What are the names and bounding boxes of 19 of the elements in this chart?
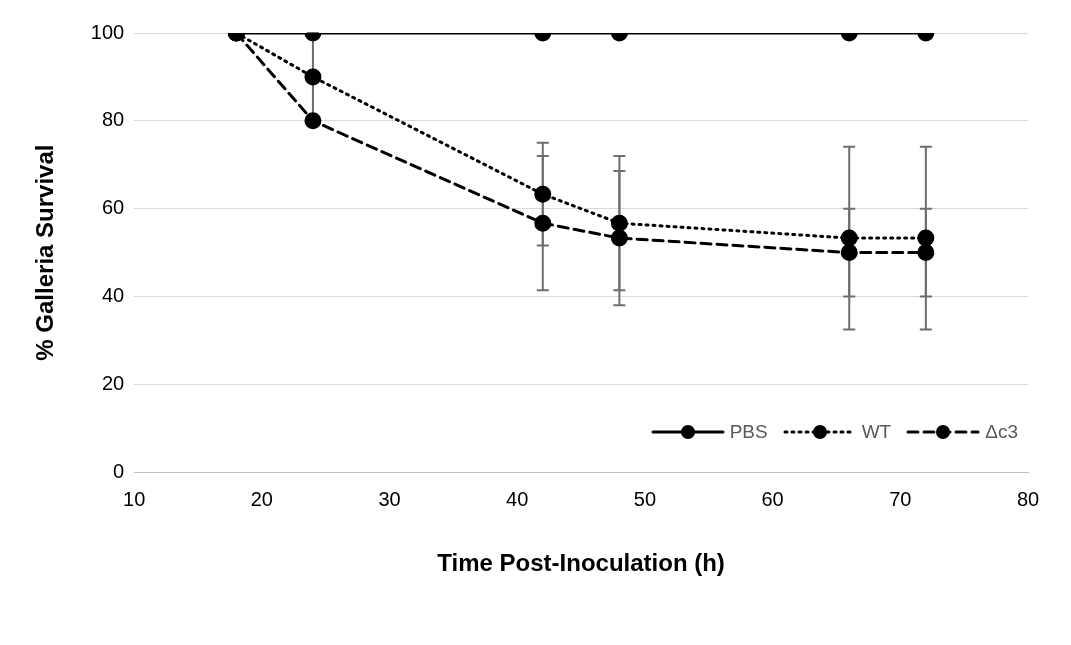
x-axis-title: Time Post-Inoculation (h)	[437, 549, 725, 577]
legend-label: Δc3	[985, 421, 1018, 443]
x-tick-label: 30	[378, 487, 401, 510]
x-tick-label: 10	[123, 487, 146, 510]
y-tick-label: 100	[90, 20, 125, 43]
legend-label: PBS	[729, 421, 768, 443]
x-tick-label: 50	[633, 487, 657, 510]
x-tick-label: 70	[889, 487, 912, 510]
y-tick-label: 20	[101, 371, 125, 394]
x-tick-label: 20	[250, 487, 273, 510]
x-tick-label: 60	[761, 487, 784, 510]
y-tick-label: 40	[101, 284, 125, 307]
x-tick-label: 80	[1016, 487, 1040, 510]
y-axis-title: % Galleria Survival	[31, 144, 59, 361]
x-tick-label: 40	[506, 487, 529, 510]
y-tick-label: 0	[113, 459, 125, 482]
y-tick-label: 80	[101, 108, 125, 131]
y-tick-label: 60	[101, 196, 125, 219]
legend-label: WT	[861, 421, 892, 443]
